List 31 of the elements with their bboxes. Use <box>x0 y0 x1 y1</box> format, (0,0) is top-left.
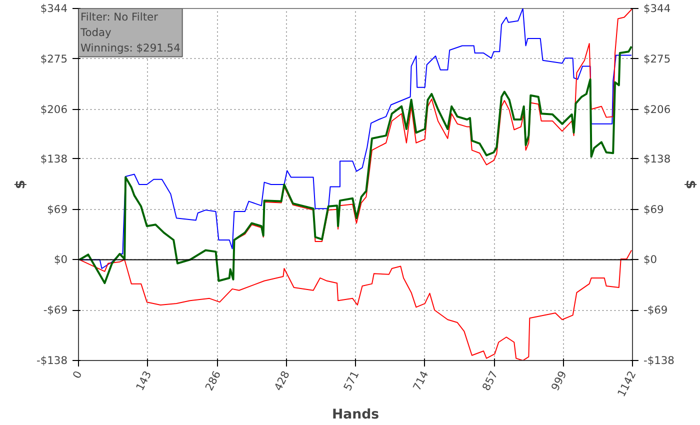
annotation: Winnings: $291.54 <box>80 42 181 55</box>
y-tick-label: $344 <box>40 2 68 15</box>
y2-tick-label: $275 <box>644 52 671 66</box>
x-tick-label: 286 <box>202 368 224 393</box>
y-tick-label: $206 <box>40 102 68 116</box>
x-axis-title: Hands <box>332 407 380 422</box>
x-tick-label: 428 <box>272 368 292 393</box>
y-tick-label: $0 <box>54 253 68 266</box>
x-tick-label: 999 <box>548 368 570 393</box>
x-tick-label: 857 <box>480 368 500 393</box>
y-axis-title: $ <box>14 180 29 190</box>
x-tick-label: 714 <box>410 368 432 393</box>
x-tick-label: 0 <box>70 368 85 381</box>
y-tick-label: $69 <box>47 202 68 216</box>
y-tick-label: $138 <box>40 152 68 166</box>
annotation: Filter: No Filter <box>80 10 159 24</box>
y-tick-label: -$138 <box>36 354 68 367</box>
y2-tick-label: $0 <box>644 253 658 266</box>
y-tick-label: -$69 <box>43 304 68 317</box>
y2-tick-label: $206 <box>644 102 671 116</box>
y2-tick-label: -$138 <box>644 354 675 367</box>
x-tick-label: 1142 <box>614 368 639 399</box>
x-tick-label: 571 <box>340 368 362 393</box>
y2-tick-label: $69 <box>644 202 664 216</box>
y2-tick-label: $344 <box>644 2 671 15</box>
y2-tick-label: -$69 <box>644 304 668 317</box>
x-tick-label: 143 <box>133 368 154 393</box>
annotation: Today <box>80 26 112 40</box>
y2-tick-label: $138 <box>644 152 671 166</box>
y-tick-label: $275 <box>40 52 68 66</box>
y2-axis-title: $ <box>682 180 698 190</box>
